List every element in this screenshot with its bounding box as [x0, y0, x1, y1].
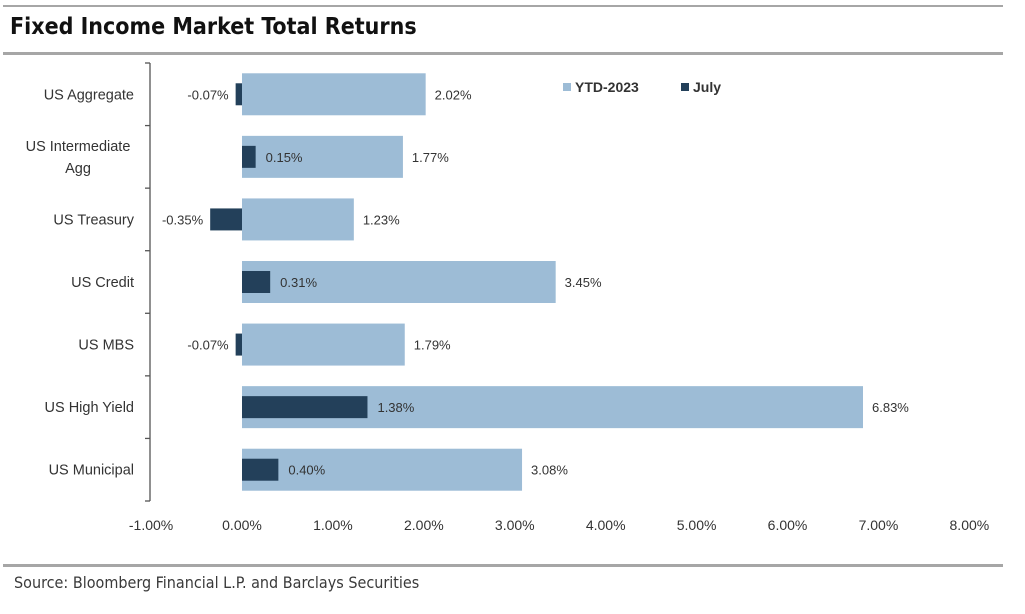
july-data-label: -0.35%	[162, 212, 204, 227]
ytd-data-label: 1.77%	[412, 150, 449, 165]
bars-layer	[210, 73, 863, 491]
ytd-data-label: 3.08%	[531, 463, 568, 478]
july-data-label: 0.31%	[280, 275, 317, 290]
july-bar	[235, 333, 242, 356]
category-label: US Aggregate	[44, 87, 134, 103]
ytd-data-label: 1.79%	[414, 338, 451, 353]
source-note: Source: Bloomberg Financial L.P. and Bar…	[14, 573, 420, 592]
axis-layer	[145, 62, 151, 502]
category-label: US MBS	[78, 338, 134, 354]
x-tick-label: 6.00%	[768, 517, 808, 533]
july-bar	[235, 83, 242, 106]
bottom-rule	[3, 564, 1003, 567]
x-tick-label: 8.00%	[950, 517, 990, 533]
category-label: US Treasury	[53, 212, 134, 228]
x-tick-label: -1.00%	[129, 517, 173, 533]
category-label-line: US Intermediate	[26, 139, 131, 155]
july-bar	[210, 208, 242, 231]
july-data-label: 0.40%	[288, 463, 325, 478]
top-rule	[3, 5, 1003, 7]
x-tick-label: 1.00%	[313, 517, 353, 533]
ytd-data-label: 1.23%	[363, 212, 400, 227]
x-tick-label: 5.00%	[677, 517, 717, 533]
legend-label-july: July	[693, 79, 721, 95]
x-tick-label: 0.00%	[222, 517, 262, 533]
title-rule	[3, 52, 1003, 55]
chart-title: Fixed Income Market Total Returns	[10, 14, 417, 40]
bar-chart: 2.02% -0.07% US Aggregate 1.77% 0.15% US Inte…	[26, 62, 990, 533]
category-label: US Credit	[71, 275, 134, 291]
ytd-bar	[242, 448, 523, 491]
x-tick-label: 2.00%	[404, 517, 444, 533]
x-tick-label: 3.00%	[495, 517, 535, 533]
category-label-line: US Aggregate	[44, 87, 134, 103]
ytd-bar	[242, 73, 426, 116]
july-data-label: 1.38%	[377, 400, 414, 415]
ytd-data-label: 3.45%	[565, 275, 602, 290]
labels-layer: 2.02% -0.07% US Aggregate 1.77% 0.15% US Inte…	[26, 87, 990, 533]
category-label-line: US Municipal	[49, 463, 134, 479]
category-label-line: US MBS	[78, 338, 134, 354]
july-bar	[242, 458, 279, 481]
ytd-data-label: 2.02%	[435, 87, 472, 102]
ytd-bar	[242, 198, 354, 241]
legend: YTD-2023 July	[563, 79, 721, 95]
july-bar	[242, 271, 271, 293]
july-bar	[242, 145, 256, 168]
july-bar	[242, 396, 368, 419]
ytd-bar	[242, 261, 556, 303]
july-data-label: 0.15%	[266, 150, 303, 165]
category-label: US Intermediate Agg	[26, 139, 131, 177]
ytd-bar	[242, 323, 405, 366]
x-tick-label: 7.00%	[859, 517, 899, 533]
legend-label-ytd: YTD-2023	[575, 79, 639, 95]
legend-swatch-ytd	[563, 83, 571, 91]
x-tick-label: 4.00%	[586, 517, 626, 533]
ytd-data-label: 6.83%	[872, 400, 909, 415]
category-label: US Municipal	[49, 463, 134, 479]
ytd-bar	[242, 135, 403, 178]
category-label-line: US Treasury	[53, 212, 134, 228]
legend-swatch-july	[681, 83, 689, 91]
category-label-line: Agg	[65, 161, 91, 177]
july-data-label: -0.07%	[187, 87, 229, 102]
category-label: US High Yield	[45, 400, 134, 416]
category-label-line: US High Yield	[45, 400, 134, 416]
category-label-line: US Credit	[71, 275, 134, 291]
july-data-label: -0.07%	[187, 338, 229, 353]
